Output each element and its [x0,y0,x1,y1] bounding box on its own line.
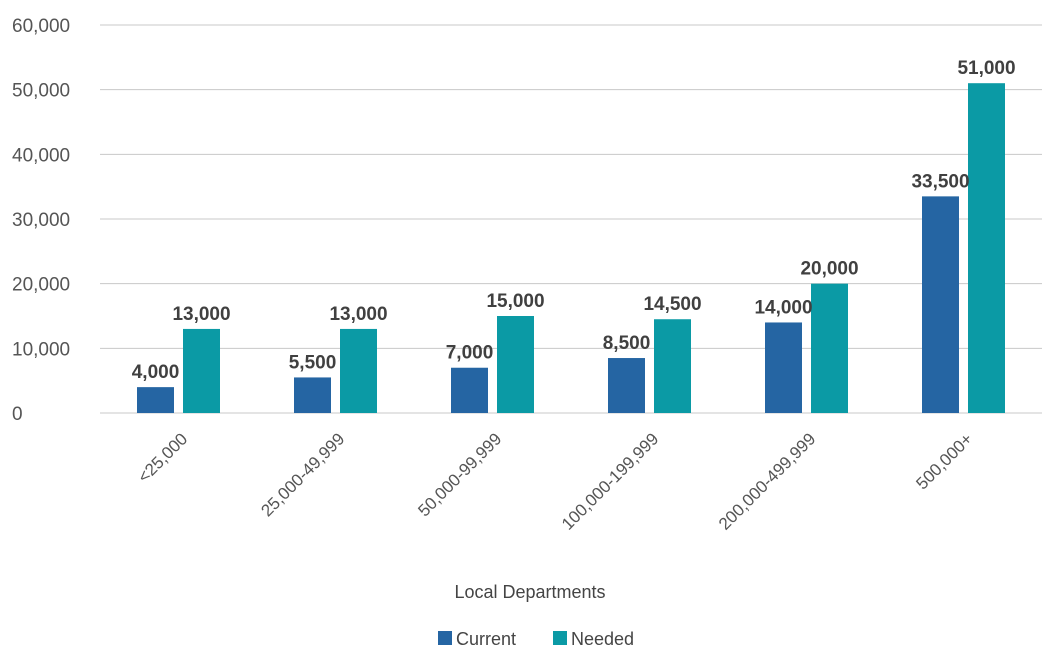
bar-needed [183,328,220,413]
data-label-needed: 51,000 [957,58,1015,79]
data-label-current: 8,500 [603,333,651,354]
bar-current [294,377,331,413]
y-tick-label: 30,000 [12,210,70,231]
bar-current [451,367,488,413]
data-label-needed: 13,000 [329,304,387,325]
data-label-current: 33,500 [911,171,969,192]
data-label-needed: 15,000 [486,291,544,312]
data-labels: 4,000 13,000 5,500 13,000 7,000 15,000 8,500 14… [132,58,1016,383]
bar-current [765,322,802,413]
x-tick-label: 25,000-49,999 [257,429,348,520]
y-tick-label: 10,000 [12,339,70,360]
legend: Current Needed [438,629,634,647]
legend-swatch-needed [553,631,567,645]
data-label-current: 14,000 [754,297,812,318]
y-tick-label: 0 [12,404,23,425]
y-tick-label: 40,000 [12,145,70,166]
x-tick-label: 500,000+ [912,429,976,493]
x-tick-label: 200,000-499,999 [715,429,819,533]
legend-label-current: Current [456,629,516,647]
bar-current [608,358,645,413]
x-tick-label: <25,000 [134,429,191,486]
data-label-needed: 13,000 [172,304,230,325]
y-tick-label: 50,000 [12,81,70,102]
bar-current [137,387,174,413]
bar-current [922,196,959,413]
bars [137,83,1005,413]
data-label-current: 4,000 [132,362,180,383]
y-axis-ticks: 0 10,000 20,000 30,000 40,000 50,000 60,000 [12,16,70,425]
y-tick-label: 20,000 [12,275,70,296]
gridlines [100,24,1042,414]
data-label-current: 5,500 [289,352,337,373]
data-label-needed: 20,000 [800,259,858,280]
bar-needed [340,328,377,413]
legend-label-needed: Needed [571,629,634,647]
x-axis-ticks: <25,000 25,000-49,999 50,000-99,999 100,000… [134,429,976,533]
bar-needed [968,83,1005,413]
y-tick-label: 60,000 [12,16,70,37]
x-tick-label: 50,000-99,999 [414,429,505,520]
x-tick-label: 100,000-199,999 [558,429,662,533]
data-label-current: 7,000 [446,343,494,364]
bar-needed [497,316,534,413]
legend-swatch-current [438,631,452,645]
bar-needed [654,319,691,413]
x-axis-title: Local Departments [454,582,605,602]
bar-needed [811,283,848,413]
data-label-needed: 14,500 [643,294,701,315]
